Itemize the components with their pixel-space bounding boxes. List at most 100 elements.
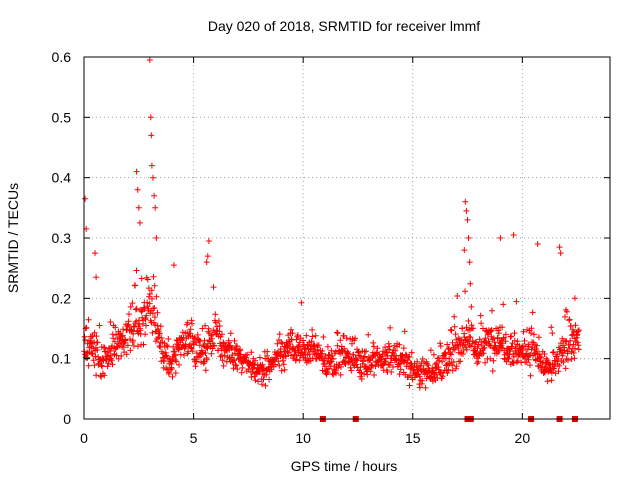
data-point (525, 356, 532, 363)
data-point (463, 346, 470, 353)
data-point (361, 353, 368, 360)
data-point (505, 355, 512, 362)
data-point (133, 168, 140, 175)
data-point (215, 318, 222, 324)
data-point (508, 333, 515, 340)
data-point (264, 348, 271, 355)
data-point (463, 207, 470, 214)
data-point (465, 235, 472, 241)
data-point (550, 365, 557, 372)
y-tick-label: 0.2 (52, 290, 72, 306)
data-point (94, 339, 101, 346)
data-point (544, 378, 551, 385)
y-axis-label: SRMTID / TECUs (5, 183, 21, 293)
data-point (487, 328, 494, 334)
x-axis-label: GPS time / hours (291, 458, 398, 474)
data-point (208, 332, 215, 339)
data-point (172, 357, 179, 363)
data-point (435, 364, 442, 370)
data-point (82, 337, 89, 343)
data-point (113, 332, 120, 338)
data-point (334, 330, 341, 337)
data-point (319, 367, 326, 374)
data-point (165, 336, 172, 342)
data-point (293, 356, 300, 363)
data-point (494, 335, 501, 342)
data-point (227, 330, 234, 337)
data-point (168, 366, 175, 372)
data-point (485, 338, 492, 345)
data-point (146, 291, 153, 297)
data-point (560, 359, 567, 366)
data-point (259, 381, 265, 388)
data-point (203, 259, 210, 266)
data-point (459, 325, 466, 332)
data-point (193, 339, 200, 346)
data-point (232, 361, 239, 368)
data-point (219, 357, 226, 364)
data-point (90, 357, 97, 364)
data-point (152, 322, 159, 328)
data-point (348, 367, 355, 374)
data-point (446, 345, 452, 352)
data-point (216, 323, 223, 329)
data-point (328, 358, 335, 365)
data-point (118, 353, 125, 359)
data-point (320, 334, 327, 340)
data-point (127, 336, 133, 343)
data-point (567, 323, 574, 330)
data-point (370, 343, 377, 350)
data-point (360, 354, 367, 361)
y-tick-label: 0.6 (52, 49, 72, 65)
data-point (334, 342, 341, 349)
data-point (108, 357, 115, 364)
data-point (151, 305, 158, 311)
data-point (481, 344, 488, 351)
data-point (287, 341, 294, 347)
data-point (133, 305, 140, 312)
y-tick-label: 0.4 (52, 170, 72, 186)
data-point (482, 359, 489, 366)
data-point (466, 259, 473, 266)
data-point (319, 348, 326, 354)
data-point (309, 333, 316, 340)
data-point (322, 353, 329, 359)
data-point (189, 320, 195, 327)
data-point (467, 334, 474, 341)
data-point (204, 253, 211, 260)
data-point (133, 318, 140, 325)
data-point (510, 353, 517, 360)
data-point (248, 349, 255, 356)
data-point (144, 276, 151, 283)
data-point (439, 373, 446, 380)
data-point (387, 324, 394, 331)
data-point (215, 347, 222, 354)
data-point (156, 330, 163, 337)
data-point (451, 323, 458, 330)
data-point (142, 316, 149, 323)
data-point (140, 341, 147, 348)
data-point (548, 324, 555, 331)
data-point (374, 345, 381, 352)
data-point (352, 335, 359, 342)
data-point (309, 326, 316, 333)
data-point (127, 303, 134, 310)
data-point (289, 330, 296, 337)
data-point (495, 327, 502, 334)
data-point (535, 334, 542, 341)
data-point (436, 357, 443, 364)
data-point (549, 330, 556, 337)
data-point (266, 376, 273, 383)
data-point (276, 331, 283, 338)
data-point (492, 342, 499, 349)
data-point (148, 132, 155, 139)
data-point (445, 366, 452, 373)
data-point (430, 351, 437, 358)
axis-ticks: 0 0.1 0.2 0.3 0.4 0.5 0.6 0 5 10 15 20 (52, 49, 610, 446)
data-point (136, 219, 143, 226)
data-point (151, 192, 158, 199)
data-point (87, 337, 94, 344)
data-point (397, 360, 404, 367)
data-point (400, 345, 407, 352)
data-point (278, 367, 285, 374)
